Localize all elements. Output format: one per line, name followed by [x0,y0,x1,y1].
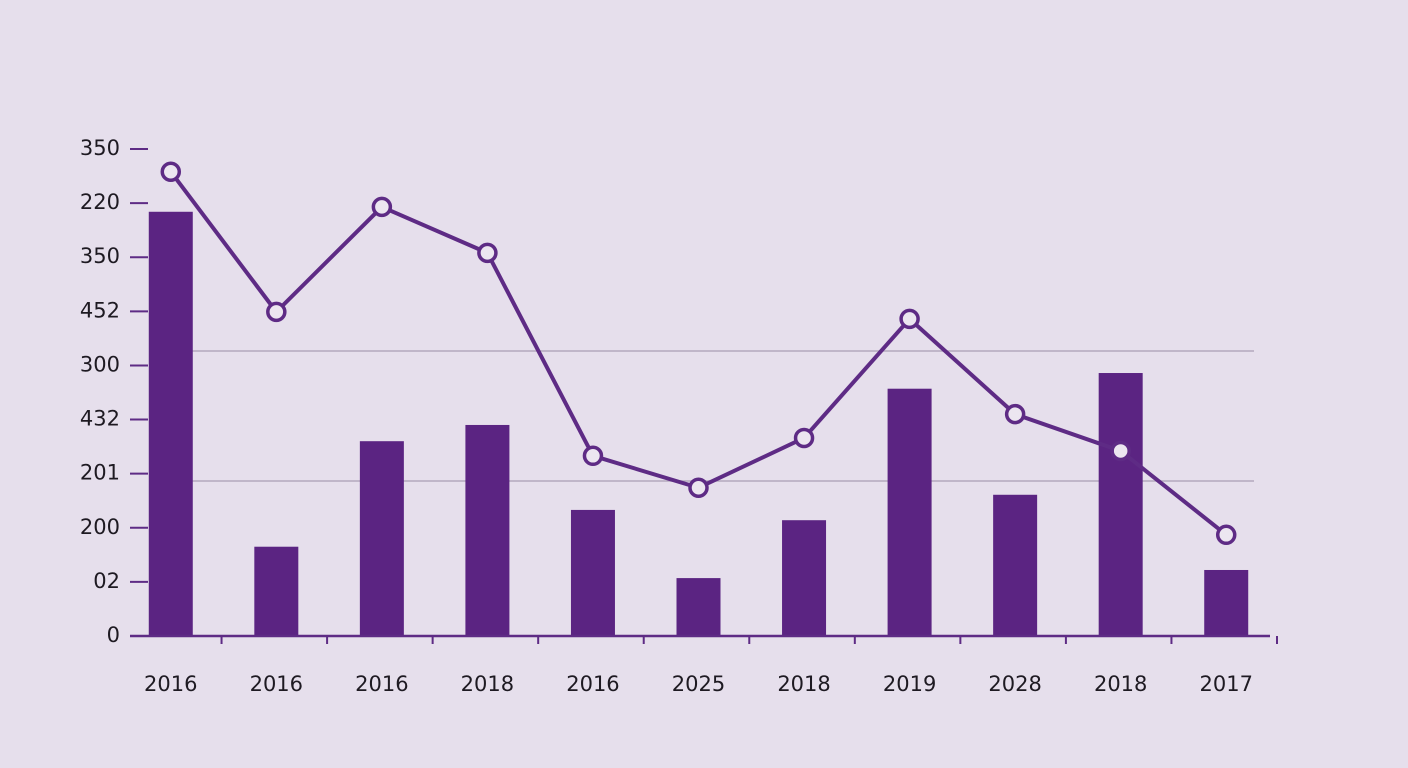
y-tick-label: 432 [80,407,120,431]
x-tick-label: 2016 [250,672,303,696]
line-marker [1110,440,1131,462]
line-marker [160,161,182,182]
bar [887,388,932,636]
x-tick-label: 2019 [883,672,936,696]
bar [1098,373,1143,636]
x-tick-label: 2018 [461,672,514,696]
y-tick-label: 200 [80,515,120,539]
bar [570,509,615,636]
x-tick-label: 2016 [355,672,408,696]
y-tick-label: 201 [80,461,120,485]
y-tick-label: 02 [93,569,120,593]
line-marker [688,477,709,498]
bar [148,211,193,636]
line-marker [899,308,920,330]
x-tick-label: 2025 [672,672,725,696]
line-marker [1215,524,1237,546]
x-tick-label: 2017 [1200,672,1253,696]
bar [782,520,827,636]
y-tick-label: 350 [80,244,120,268]
bar [254,546,299,636]
bar [359,441,404,636]
x-tick-label: 2016 [144,672,197,696]
x-tick-label: 2016 [566,672,619,696]
line-marker [793,427,815,449]
x-tick-label: 2018 [1094,672,1147,696]
x-tick-label: 2028 [988,672,1041,696]
line-marker [582,445,604,467]
line-marker [371,196,393,218]
y-tick-label: 350 [80,136,120,160]
y-tick-label: 452 [80,298,120,322]
bar [676,578,721,636]
bar [993,494,1038,636]
y-tick-label: 300 [80,352,120,376]
line-marker [477,242,498,264]
bar [465,424,510,636]
x-tick-label: 2018 [777,672,830,696]
bar [1204,569,1249,636]
line-marker [1004,403,1026,425]
line-marker [266,301,287,323]
y-tick-label: 0 [107,623,120,647]
y-tick-label: 220 [80,190,120,214]
